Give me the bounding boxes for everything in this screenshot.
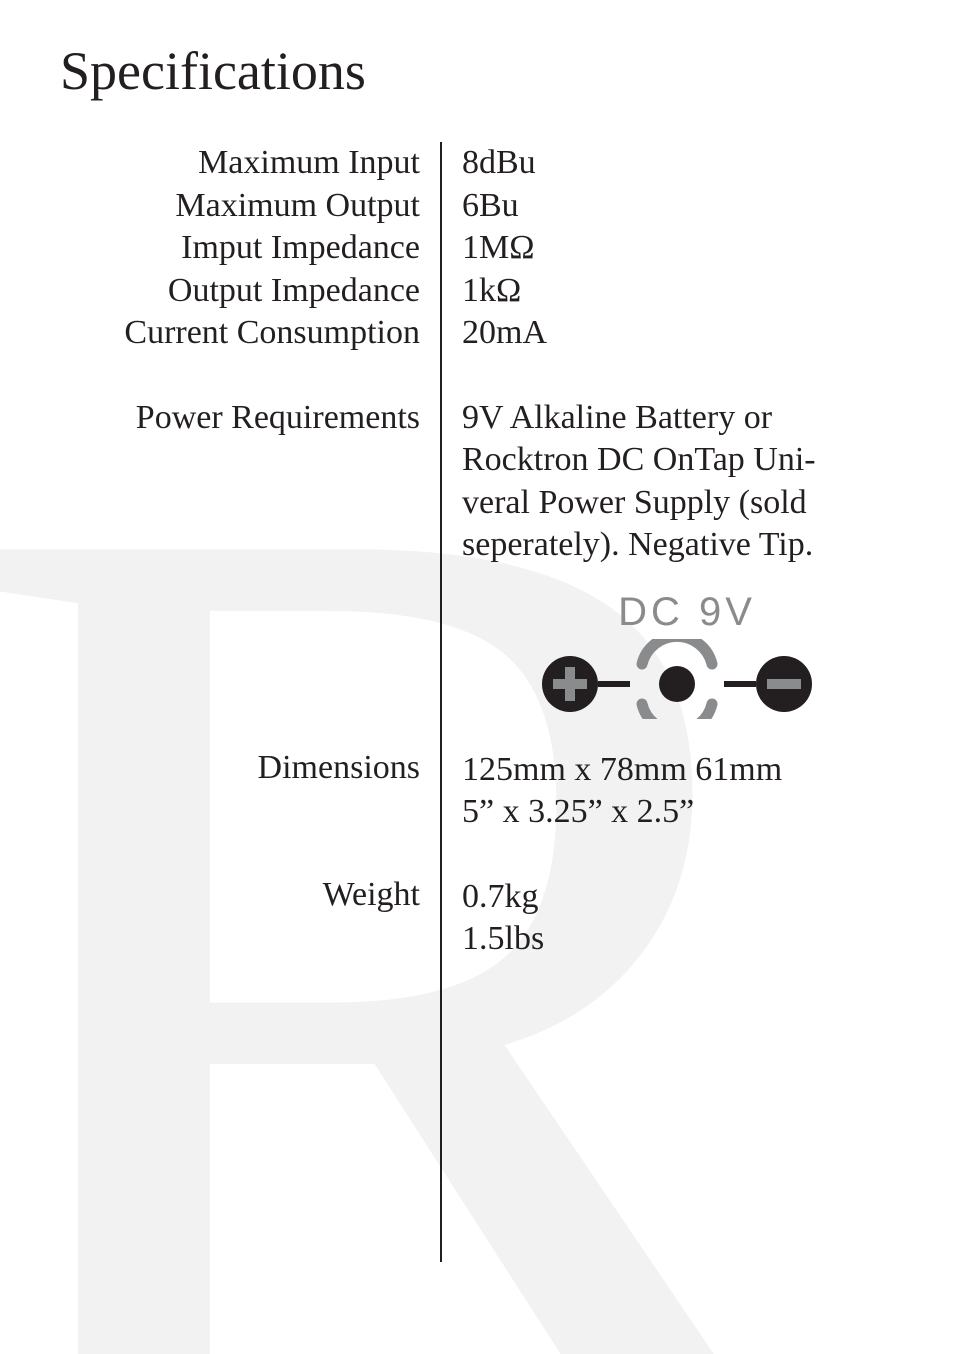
value-power-l2: Rocktron DC OnTap Uni- [462,439,892,482]
value-weight-l2: 1.5lbs [462,918,892,961]
label-out-imp: Output Impedance [90,270,420,313]
value-power-l4: seperately). Negative Tip. [462,524,892,567]
spec-values-col: 8dBu 6Bu 1MΩ 1kΩ 20mA 9V Alkaline Batter… [442,142,892,1262]
dc-polarity-symbol: DC 9V [462,587,892,719]
value-max-output: 6Bu [462,185,892,228]
polarity-icon [522,639,832,719]
value-weight-l1: 0.7kg [462,876,892,919]
value-power-l3: veral Power Supply (sold [462,482,892,525]
page: Specifications Maximum Input Maximum Out… [0,0,954,1262]
label-max-output: Maximum Output [90,185,420,228]
spec-labels-col: Maximum Input Maximum Output Imput Imped… [90,142,440,1262]
value-in-imp: 1MΩ [462,227,892,270]
label-current: Current Consumption [90,312,420,355]
value-dim-l1: 125mm x 78mm 61mm [462,749,892,792]
value-out-imp: 1kΩ [462,270,892,313]
label-dimensions: Dimensions [90,747,420,790]
page-title: Specifications [60,40,894,102]
dc-9v-label: DC 9V [618,587,756,637]
label-max-input: Maximum Input [90,142,420,185]
label-in-imp: Imput Impedance [90,227,420,270]
value-dim-l2: 5” x 3.25” x 2.5” [462,791,892,834]
value-power-l1: 9V Alkaline Battery or [462,397,892,440]
value-max-input: 8dBu [462,142,892,185]
spec-table: Maximum Input Maximum Output Imput Imped… [90,142,894,1262]
label-weight: Weight [90,874,420,917]
value-current: 20mA [462,312,892,355]
label-power: Power Requirements [90,397,420,440]
